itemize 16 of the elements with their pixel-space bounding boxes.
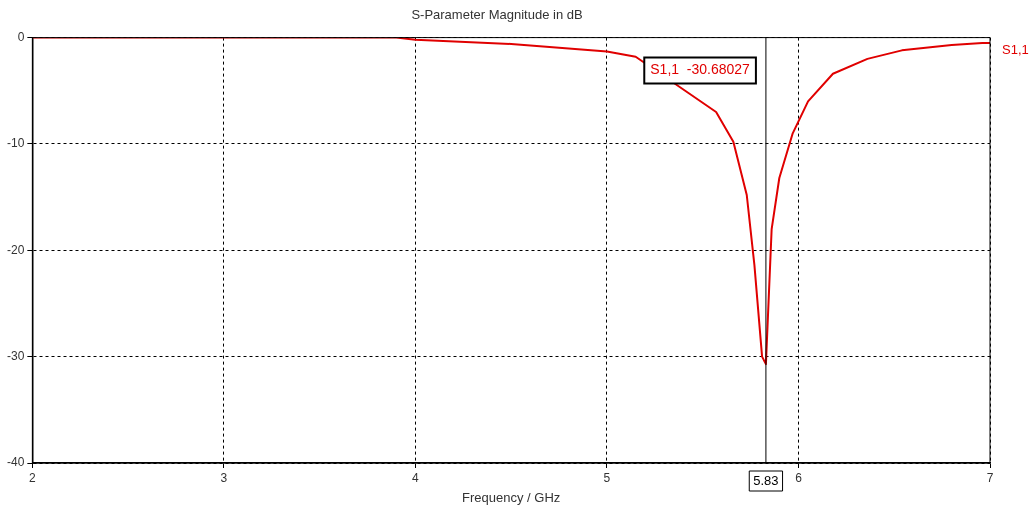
x-tick-label: 2 — [29, 470, 36, 485]
x-tick-label: 7 — [986, 470, 994, 485]
x-axis-title: Frequency / GHz — [462, 489, 561, 505]
chart-title: S-Parameter Magnitude in dB — [411, 7, 583, 23]
y-tick-label: -40 — [7, 455, 25, 470]
x-tick-label: 3 — [220, 470, 228, 485]
x-tick-label: 5 — [603, 470, 611, 485]
annotation: S1,1 -30.68027 — [650, 61, 751, 78]
x-tick-label: 4 — [412, 470, 420, 485]
x-tick-label: 6 — [795, 470, 803, 485]
series-label: S1,1 — [1002, 42, 1029, 58]
y-tick-label: 0 — [17, 29, 25, 44]
y-tick-label: -30 — [7, 348, 25, 363]
y-tick-label: -20 — [7, 242, 25, 257]
y-tick-label: -10 — [7, 136, 25, 151]
ref-line-label: 5.83 — [753, 472, 779, 488]
